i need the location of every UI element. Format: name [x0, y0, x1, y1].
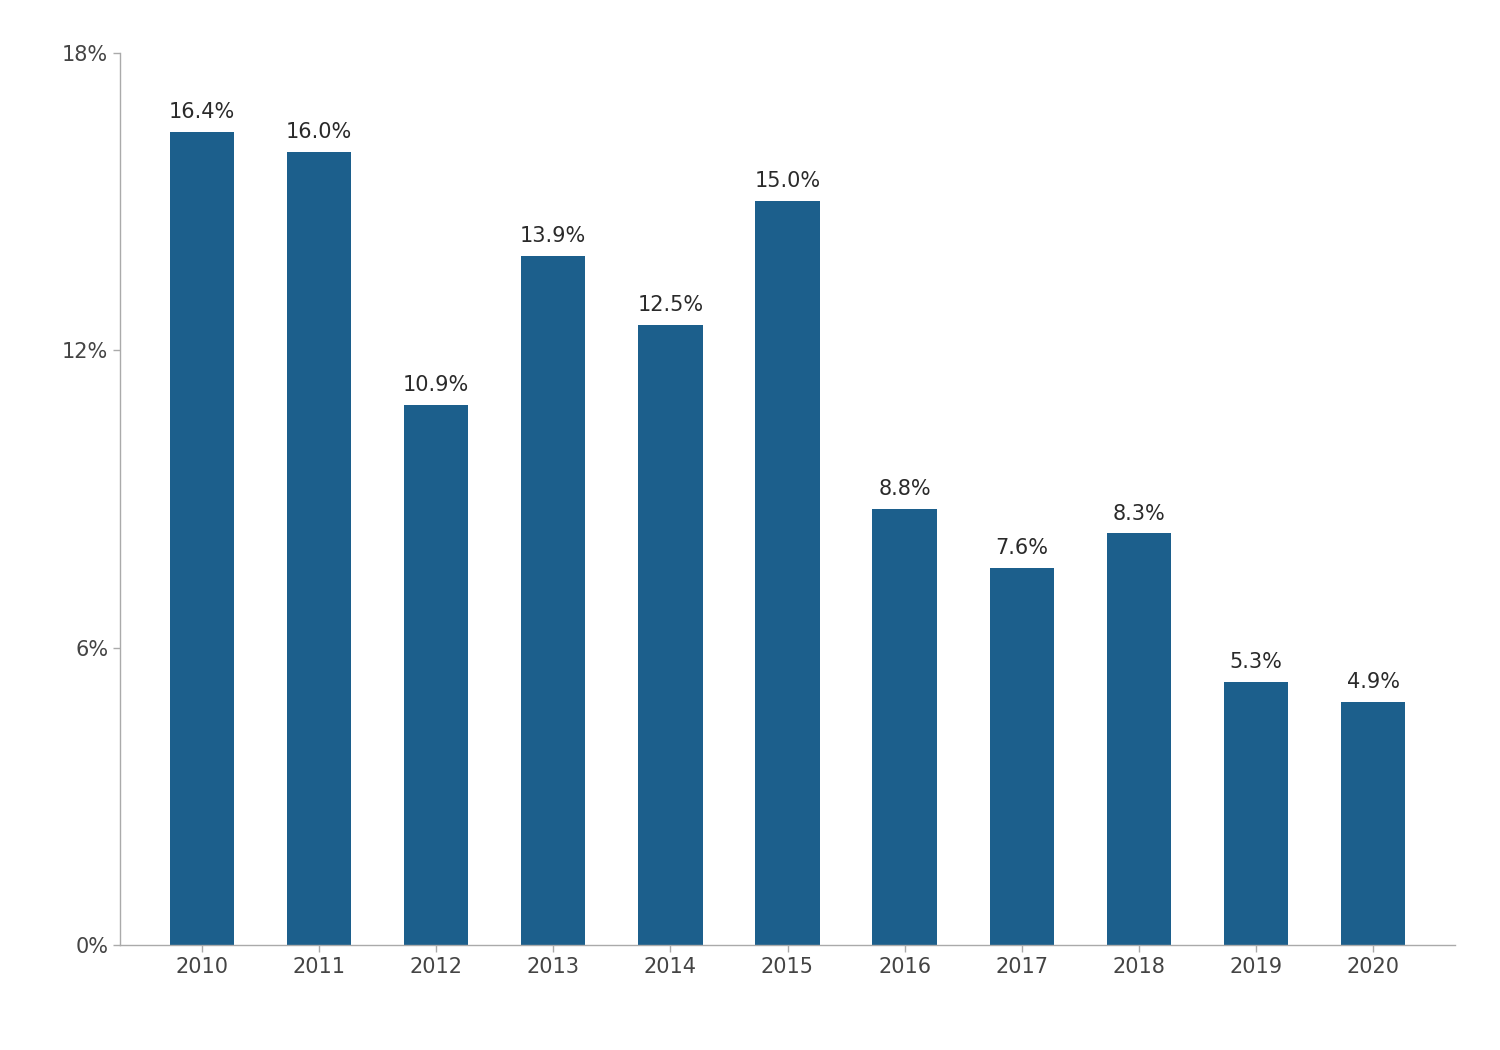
- Bar: [286, 151, 351, 945]
- Bar: [1107, 533, 1172, 945]
- Text: 8.8%: 8.8%: [879, 479, 932, 499]
- Bar: [756, 202, 819, 945]
- Text: 16.0%: 16.0%: [286, 122, 352, 142]
- Text: 8.3%: 8.3%: [1113, 504, 1166, 524]
- Bar: [404, 404, 468, 945]
- Bar: [1341, 702, 1406, 945]
- Text: 16.4%: 16.4%: [170, 102, 236, 122]
- Text: 4.9%: 4.9%: [1347, 672, 1400, 692]
- Text: 10.9%: 10.9%: [404, 375, 470, 395]
- Text: 15.0%: 15.0%: [754, 171, 820, 191]
- Text: 5.3%: 5.3%: [1230, 652, 1282, 672]
- Bar: [520, 256, 585, 945]
- Bar: [990, 568, 1054, 945]
- Bar: [170, 132, 234, 945]
- Bar: [638, 326, 702, 945]
- Text: 12.5%: 12.5%: [638, 295, 704, 315]
- Text: 7.6%: 7.6%: [994, 539, 1048, 559]
- Bar: [1224, 682, 1288, 945]
- Text: 13.9%: 13.9%: [520, 226, 586, 246]
- Bar: [873, 508, 938, 945]
